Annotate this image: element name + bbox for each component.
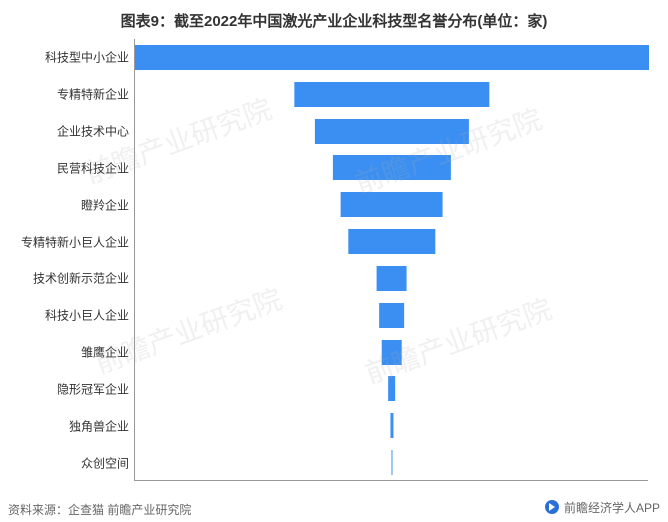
attribution-text: 前瞻经济学人APP — [564, 501, 660, 515]
bar — [381, 340, 402, 365]
bars-container — [135, 39, 648, 481]
y-axis-label: 科技小巨人企业 — [45, 307, 129, 324]
y-axis-label: 瞪羚企业 — [81, 196, 129, 213]
y-axis-label: 民营科技企业 — [57, 159, 129, 176]
y-axis-label: 隐形冠军企业 — [57, 380, 129, 397]
bar — [294, 82, 489, 107]
bar — [390, 413, 393, 438]
chart-plot-area: 科技型中小企业专精特新企业企业技术中心民营科技企业瞪羚企业专精特新小巨人企业技术… — [134, 39, 648, 481]
bar — [135, 45, 649, 70]
y-axis-label: 科技型中小企业 — [45, 49, 129, 66]
chart-title: 图表9：截至2022年中国激光产业企业科技型名誉分布(单位：家) — [0, 0, 668, 39]
attribution-logo-icon — [544, 499, 560, 518]
y-axis-label: 专精特新企业 — [57, 86, 129, 103]
bar — [391, 450, 392, 475]
y-axis-label: 独角兽企业 — [69, 417, 129, 434]
footer: 资料来源：企查猫 前瞻产业研究院 前瞻经济学人APP — [8, 499, 660, 518]
bar — [348, 229, 435, 254]
bar — [379, 303, 405, 328]
attribution: 前瞻经济学人APP — [544, 499, 660, 518]
bar — [376, 266, 407, 291]
y-axis-label: 技术创新示范企业 — [33, 270, 129, 287]
y-axis: 科技型中小企业专精特新企业企业技术中心民营科技企业瞪羚企业专精特新小巨人企业技术… — [1, 39, 129, 481]
x-axis-line — [135, 480, 648, 481]
bar — [340, 192, 443, 217]
y-axis-label: 雏鹰企业 — [81, 344, 129, 361]
y-axis-label: 企业技术中心 — [57, 123, 129, 140]
y-axis-label: 众创空间 — [81, 454, 129, 471]
bar — [388, 376, 396, 401]
y-axis-label: 专精特新小巨人企业 — [21, 233, 129, 250]
bar — [314, 119, 468, 144]
bar — [332, 155, 450, 180]
source-label: 资料来源：企查猫 前瞻产业研究院 — [8, 501, 191, 518]
